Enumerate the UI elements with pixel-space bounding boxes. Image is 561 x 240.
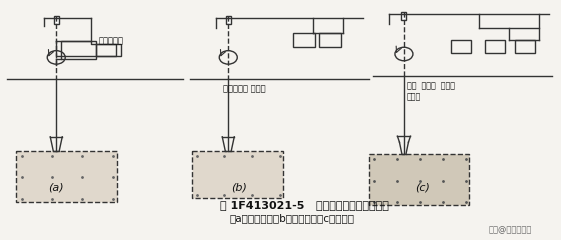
Bar [226, 16, 231, 24]
Bar [319, 33, 341, 47]
Bar [96, 44, 121, 56]
Text: 高压泥浆泵: 高压泥浆泵 [98, 36, 123, 45]
Text: (a): (a) [48, 183, 64, 193]
Bar [451, 40, 471, 53]
Bar [402, 12, 406, 20]
Bar [515, 40, 535, 53]
Text: 高压  空压机  泥浆泵: 高压 空压机 泥浆泵 [407, 81, 455, 90]
Bar [369, 154, 470, 205]
Bar [61, 41, 96, 59]
Text: (c): (c) [415, 183, 430, 193]
Text: 高压泥浆泵 空压机: 高压泥浆泵 空压机 [223, 84, 266, 93]
Bar [293, 33, 315, 47]
Bar [192, 151, 283, 198]
Bar [16, 151, 117, 202]
Bar [485, 40, 505, 53]
Text: 图 1F413021-5   高压喷射灌浆法施工方法: 图 1F413021-5 高压喷射灌浆法施工方法 [220, 200, 389, 210]
Bar [54, 16, 59, 24]
Text: (b): (b) [231, 183, 247, 193]
Text: （a）单管法；（b）二管法；（c）三管法: （a）单管法；（b）二管法；（c）三管法 [230, 213, 355, 223]
Text: 清水泵: 清水泵 [407, 92, 421, 101]
Text: 头条@工程小达人: 头条@工程小达人 [488, 225, 532, 234]
